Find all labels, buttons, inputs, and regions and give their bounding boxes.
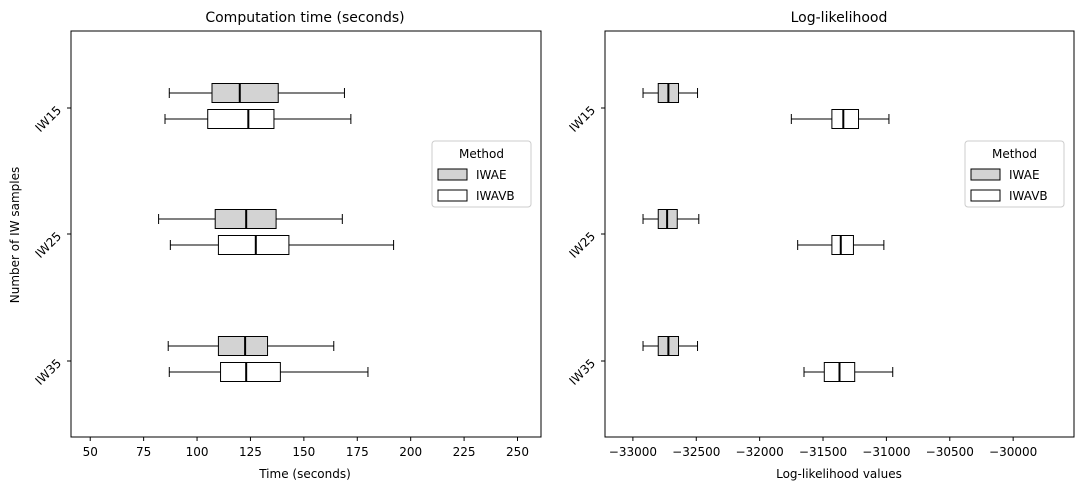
x-tick-label: −31000 [862, 445, 910, 459]
legend-swatch [970, 189, 1001, 202]
x-axis-label: Log-likelihood values [776, 467, 902, 481]
legend-entry: IWAVB [1009, 189, 1048, 203]
x-tick-label: 250 [506, 445, 529, 459]
x-tick-label: 125 [239, 445, 262, 459]
y-tick-label: IW15 [33, 103, 65, 135]
box-iwae [217, 336, 269, 356]
box-iwae [211, 83, 279, 103]
x-axis-label: Time (seconds) [258, 467, 351, 481]
x-tick-label: −30000 [989, 445, 1037, 459]
x-tick-label: 225 [453, 445, 476, 459]
plot-area: −33000 −32500 −32000 −31500 −31000 −30500 −300… [567, 30, 1075, 459]
y-tick-label: IW35 [567, 356, 599, 388]
x-tick-label: −32000 [736, 445, 784, 459]
box-iwavb [207, 109, 275, 129]
y-tick-label: IW35 [33, 356, 65, 388]
legend-entry: IWAE [1009, 168, 1040, 182]
y-tick-label: IW25 [567, 229, 599, 261]
y-tick-label: IW25 [33, 229, 65, 261]
y-tick-label: IW15 [567, 103, 599, 135]
x-tick-label: 150 [292, 445, 315, 459]
computation-time-chart: Computation time (seconds) Time (seconds… [8, 10, 542, 481]
legend-title: Method [459, 147, 504, 161]
x-tick-label: −32500 [672, 445, 720, 459]
box-iwavb [831, 235, 854, 255]
legend-swatch [437, 168, 468, 181]
x-tick-label: 75 [136, 445, 151, 459]
legend: Method IWAE IWAVB [431, 140, 532, 208]
plot-area: 50 75 100 125 150 175 200 225 250 IW15 IW25 IW35 Met… [33, 30, 542, 459]
box-iwavb [220, 362, 281, 382]
legend-swatch [437, 189, 468, 202]
chart-title: Log-likelihood [791, 10, 888, 26]
legend: Method IWAE IWAVB [964, 140, 1065, 208]
x-tick-label: 175 [346, 445, 369, 459]
log-likelihood-chart: Log-likelihood Log-likelihood values −33… [567, 10, 1075, 481]
y-axis-label: Number of IW samples [8, 167, 22, 304]
legend-title: Method [992, 147, 1037, 161]
plot-frame [70, 30, 542, 438]
x-tick-label: −30500 [926, 445, 974, 459]
x-tick-label: −33000 [609, 445, 657, 459]
x-tick-label: 100 [186, 445, 209, 459]
legend-entry: IWAVB [476, 189, 515, 203]
x-tick-label: 200 [399, 445, 422, 459]
legend-entry: IWAE [476, 168, 507, 182]
chart-title: Computation time (seconds) [205, 10, 404, 26]
x-tick-label: −31500 [799, 445, 847, 459]
x-tick-label: 50 [83, 445, 98, 459]
legend-swatch [970, 168, 1001, 181]
box-iwavb [831, 109, 860, 129]
box-iwavb [217, 235, 290, 255]
